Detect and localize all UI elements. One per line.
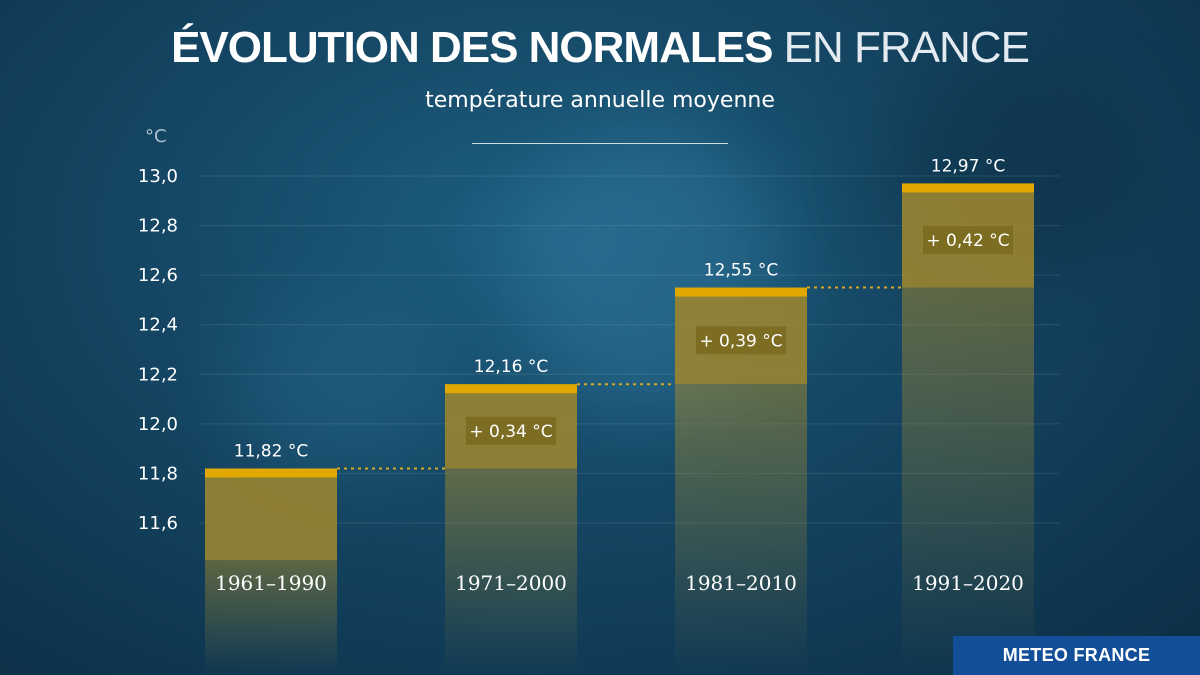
y-tick-label: 12,6 — [138, 265, 178, 286]
y-tick-label: 12,0 — [138, 414, 178, 435]
bar-cap — [675, 287, 807, 297]
bar-reflection — [902, 287, 1034, 675]
value-label: 12,55 °C — [704, 261, 778, 281]
y-tick-label: 11,8 — [138, 463, 178, 484]
increment-label: + 0,34 °C — [469, 422, 552, 442]
y-axis-unit-label: °C — [145, 126, 167, 147]
category-label: 1971–2000 — [455, 571, 567, 595]
increment-label-box — [923, 225, 1013, 254]
bar-reflection — [205, 560, 337, 675]
chart-title: ÉVOLUTION DES NORMALES EN FRANCE — [0, 22, 1200, 74]
y-tick-label: 13,0 — [138, 166, 178, 187]
bar-reflection — [675, 384, 807, 675]
increment-label-box — [696, 326, 786, 355]
category-label: 1991–2020 — [912, 571, 1024, 595]
category-label: 1981–2010 — [685, 571, 797, 595]
value-label: 11,82 °C — [234, 441, 308, 461]
meteo-france-logo: METEO FRANCE — [953, 636, 1200, 675]
chart-title-strong: ÉVOLUTION DES NORMALES — [171, 23, 773, 72]
chart-title-light: EN FRANCE — [783, 23, 1030, 72]
bar-cap — [205, 468, 337, 478]
y-tick-label: 12,2 — [138, 364, 178, 385]
bar-cap — [902, 183, 1034, 193]
bar-reflection — [445, 468, 577, 675]
y-tick-label: 11,6 — [138, 513, 178, 534]
chart-subtitle: température annuelle moyenne — [425, 88, 775, 113]
bar-cap — [445, 384, 577, 394]
increment-label: + 0,39 °C — [699, 331, 782, 351]
increment-label-box — [466, 416, 556, 445]
category-label: 1961–1990 — [215, 571, 327, 595]
bar — [205, 468, 337, 561]
increment-label: + 0,42 °C — [926, 231, 1009, 251]
y-tick-label: 12,8 — [138, 216, 178, 237]
value-label: 12,97 °C — [931, 156, 1005, 176]
value-label: 12,16 °C — [474, 357, 548, 377]
title-divider — [472, 143, 728, 144]
y-tick-label: 12,4 — [138, 315, 178, 336]
